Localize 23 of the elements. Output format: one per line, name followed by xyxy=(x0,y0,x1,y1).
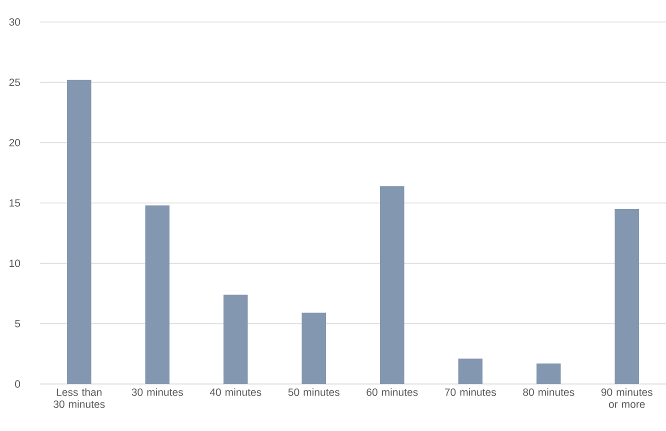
bar xyxy=(223,294,248,384)
x-tick-label: 30 minutes xyxy=(132,388,183,396)
x-tick-label: 60 minutes xyxy=(366,388,418,396)
bar xyxy=(536,363,561,384)
x-tick-label: 80 minutes xyxy=(523,388,574,396)
y-tick-label: 15 xyxy=(10,199,20,207)
x-tick-label: 90 minutes or more xyxy=(601,388,652,408)
x-tick-label: 50 minutes xyxy=(288,388,340,396)
x-tick-label: Less than 30 minutes xyxy=(54,388,105,408)
x-tick-label: 40 minutes xyxy=(210,388,262,396)
bar xyxy=(614,209,640,384)
bar xyxy=(145,205,170,384)
y-tick-label: 0 xyxy=(15,380,20,388)
bar xyxy=(380,186,404,384)
y-tick-label: 5 xyxy=(15,320,20,328)
y-tick-label: 25 xyxy=(9,78,20,86)
bar xyxy=(66,80,92,384)
y-tick-label: 30 xyxy=(9,18,20,26)
bar xyxy=(302,312,326,384)
y-tick-label: 20 xyxy=(9,138,20,146)
bar xyxy=(458,358,483,384)
x-tick-label: 70 minutes xyxy=(444,388,496,396)
y-tick-label: 10 xyxy=(10,260,20,268)
